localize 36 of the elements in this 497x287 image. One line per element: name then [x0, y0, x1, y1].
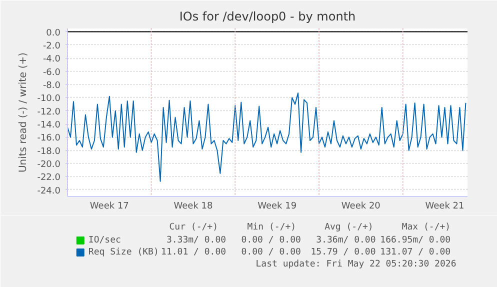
text: 3.33m/ 0.00	[166, 236, 226, 246]
x-tick-label: Week 21	[425, 202, 464, 212]
x-tick-label: Week 19	[258, 202, 297, 212]
y-tick-label: -18.0	[37, 146, 61, 157]
y-tick-label: -24.0	[37, 186, 61, 196]
y-tick-label: -8.0	[42, 81, 61, 91]
legend-label: Req Size (KB)	[88, 248, 159, 258]
x-tick-label: Week 17	[90, 202, 129, 212]
text: 166.95m/ 0.00	[380, 236, 451, 246]
y-tick-label: -10.0	[37, 94, 61, 104]
text: 15.79 / 0.00	[310, 248, 376, 258]
y-tick-label: -20.0	[37, 160, 61, 170]
text: Min (-/+)	[247, 222, 296, 232]
chart-title: IOs for /dev/loop0 - by month	[179, 10, 356, 24]
y-tick-label: -16.0	[37, 134, 61, 144]
text: 3.36m/ 0.00	[316, 236, 376, 246]
x-tick-label: Week 20	[341, 202, 381, 212]
line-series	[68, 92, 466, 182]
text: 0.00 / 0.00	[241, 236, 301, 246]
y-axis-title: Units read (-) / write (+)	[18, 52, 30, 173]
text: Max (-/+)	[402, 222, 451, 232]
y-tick-label: -6.0	[42, 68, 61, 78]
legend-label: IO/sec	[88, 236, 121, 246]
text: 11.01 / 0.00	[161, 248, 226, 258]
y-tick-label: 0.0	[46, 28, 61, 38]
y-tick-label: -2.0	[42, 41, 61, 52]
x-tick-label: Week 18	[174, 202, 214, 212]
text: Cur (-/+)	[169, 222, 218, 232]
text: Last update: Fri May 22 05:20:30 2026	[256, 260, 456, 270]
y-tick-label: -4.0	[42, 54, 61, 65]
text: 0.00 / 0.00	[241, 248, 301, 258]
y-tick-label: -14.0	[37, 120, 61, 131]
text: Avg (-/+)	[324, 222, 374, 232]
y-tick-label: -12.0	[37, 107, 61, 118]
y-tick-label: -22.0	[37, 173, 61, 184]
text: 131.07 / 0.00	[380, 248, 451, 258]
